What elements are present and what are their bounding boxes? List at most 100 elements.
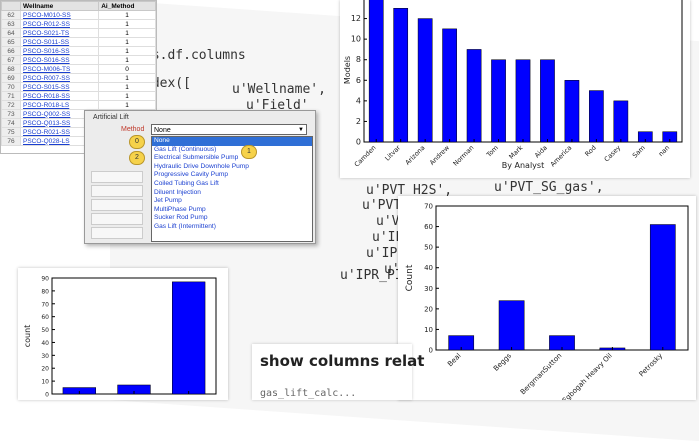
y-tick-label: 20: [424, 305, 433, 313]
code-line: u'Field': [246, 98, 309, 113]
wellname-cell[interactable]: PSCO-S015-SS: [19, 82, 100, 92]
ai-method-cell: 1: [98, 10, 156, 20]
x-tick-label: Beal: [446, 352, 463, 369]
y-tick-label: 20: [41, 366, 49, 373]
table-row[interactable]: 62 PSCO-M010-SS 1: [1, 10, 156, 20]
method-option[interactable]: Hydraulic Drive Downhole Pump: [154, 162, 249, 170]
bar: [442, 28, 457, 143]
row-number: 64: [1, 28, 21, 38]
ai-method-cell: 1: [98, 91, 156, 101]
method-select-value: None: [154, 127, 171, 134]
x-tick-label: BergmanSutton: [519, 352, 564, 397]
y-tick-label: 0: [356, 138, 361, 147]
table-row[interactable]: 66 PSCO-S016-SS 1: [1, 46, 156, 56]
wellname-cell[interactable]: PSCO-R012-SS: [19, 19, 100, 29]
row-number: 63: [1, 19, 21, 29]
wellname-cell[interactable]: PSCO-S021-TS: [19, 28, 100, 38]
x-tick-label: Petrosky: [638, 352, 665, 379]
x-tick-label: Andrew: [428, 143, 451, 166]
x-tick-label: Mark: [507, 144, 524, 161]
dialog-field[interactable]: [91, 213, 143, 225]
y-tick-label: 30: [424, 285, 433, 293]
method-option[interactable]: Electrical Submersible Pump: [154, 154, 239, 162]
table-row[interactable]: 68 PSCO-M006-TS 0: [1, 64, 156, 74]
bar: [498, 300, 525, 351]
dialog-field[interactable]: [91, 199, 143, 211]
method-option[interactable]: MultiPhase Pump: [154, 205, 206, 213]
wellname-cell[interactable]: PSCO-S011-SS: [19, 37, 100, 47]
analyst-bar-chart: 0 2 4 6 8 10 12 Camden Litvar Arizona Andrew Norman…: [343, 0, 683, 170]
row-number: 62: [1, 10, 21, 20]
bar: [515, 59, 531, 143]
wellname-header[interactable]: Wellname: [19, 1, 100, 11]
row-number: 73: [1, 109, 21, 119]
y-tick-label: 4: [356, 96, 361, 105]
table-row[interactable]: 71 PSCO-R018-SS 1: [1, 91, 156, 101]
correlation-bar-chart: 0 10 20 30 40 50 60 70 Beal Beggs BergmanSuttonEgb…: [405, 203, 689, 405]
y-tick-label: 90: [41, 276, 49, 283]
method-option[interactable]: Gas Lift (Intermittent): [154, 222, 216, 230]
method-select[interactable]: None ▼: [151, 124, 307, 135]
dialog-title: Artificial Lift: [93, 114, 129, 121]
y-tick-label: 0: [429, 347, 433, 355]
method-option[interactable]: None: [152, 137, 312, 146]
row-number: 69: [1, 73, 21, 83]
wellname-cell[interactable]: PSCO-M010-SS: [19, 10, 100, 20]
y-axis-label: Models: [343, 56, 352, 84]
table-row[interactable]: 69 PSCO-R007-SS 1: [1, 73, 156, 83]
dialog-field[interactable]: [91, 185, 143, 197]
y-tick-label: 70: [41, 301, 49, 308]
x-tick-label: America: [549, 144, 574, 169]
wellname-cell[interactable]: PSCO-R018-SS: [19, 91, 100, 101]
method-option[interactable]: Coiled Tubing Gas Lift: [154, 179, 219, 187]
y-axis-label: count: [23, 325, 32, 348]
y-tick-label: 50: [424, 244, 433, 252]
method-dropdown-list[interactable]: None Gas Lift (Continuous) Electrical Subm…: [151, 136, 313, 242]
wellname-cell[interactable]: PSCO-R018-LS: [19, 100, 100, 110]
y-axis-label: Count: [405, 264, 415, 291]
x-tick-label: Tom: [484, 144, 500, 160]
ai-method-cell: 1: [98, 82, 156, 92]
ai-method-header[interactable]: Ai_Method: [98, 1, 156, 11]
x-tick-label: Casey: [603, 144, 623, 164]
table-row[interactable]: 63 PSCO-R012-SS 1: [1, 19, 156, 29]
table-row[interactable]: 67 PSCO-S016-SS 1: [1, 55, 156, 65]
x-tick-label: Rod: [583, 144, 597, 158]
method-option[interactable]: Progressive Cavity Pump: [154, 171, 229, 179]
row-number: 75: [1, 127, 21, 137]
method-label: Method: [121, 126, 145, 133]
y-tick-label: 40: [41, 340, 49, 347]
y-tick-label: 30: [41, 353, 49, 360]
method-option[interactable]: Jet Pump: [154, 197, 182, 205]
table-row[interactable]: 65 PSCO-S011-SS 1: [1, 37, 156, 47]
dialog-field[interactable]: [91, 227, 143, 239]
x-tick-label: Sam: [631, 144, 647, 160]
method-option[interactable]: Sucker Rod Pump: [154, 214, 208, 222]
row-number: 72: [1, 100, 21, 110]
table-row[interactable]: 72 PSCO-R018-LS 1: [1, 100, 156, 110]
y-tick-label: 10: [351, 35, 361, 44]
chevron-down-icon[interactable]: ▼: [298, 127, 304, 133]
dialog-field[interactable]: [91, 171, 143, 183]
row-number: 74: [1, 118, 21, 128]
x-tick-label: Aida: [533, 144, 549, 160]
y-tick-label: 60: [41, 314, 49, 321]
table-row[interactable]: 64 PSCO-S021-TS 1: [1, 28, 156, 38]
wellname-cell[interactable]: PSCO-S016-SS: [19, 55, 100, 65]
wellname-cell[interactable]: PSCO-S016-SS: [19, 46, 100, 56]
method-option[interactable]: Diluent Injection: [154, 188, 201, 196]
ai-method-chart-panel: 0102030405060708090012count: [18, 268, 228, 407]
wellname-cell[interactable]: PSCO-R007-SS: [19, 73, 100, 83]
row-number: 76: [1, 136, 21, 146]
table-row[interactable]: 70 PSCO-S015-SS 1: [1, 82, 156, 92]
wellname-cell[interactable]: PSCO-M006-TS: [19, 64, 100, 74]
bar: [564, 80, 580, 143]
x-tick-label: Norman: [452, 144, 476, 168]
ai-method-cell: 1: [98, 28, 156, 38]
code-line: u'PVT_SG_gas',: [494, 180, 604, 195]
y-tick-label: 70: [424, 203, 433, 211]
y-tick-label: 10: [424, 326, 433, 334]
ai-method-bar-chart: 0102030405060708090012count: [23, 276, 217, 407]
method-option[interactable]: Gas Lift (Continuous): [154, 145, 217, 153]
x-tick-label: Camden: [353, 144, 378, 169]
